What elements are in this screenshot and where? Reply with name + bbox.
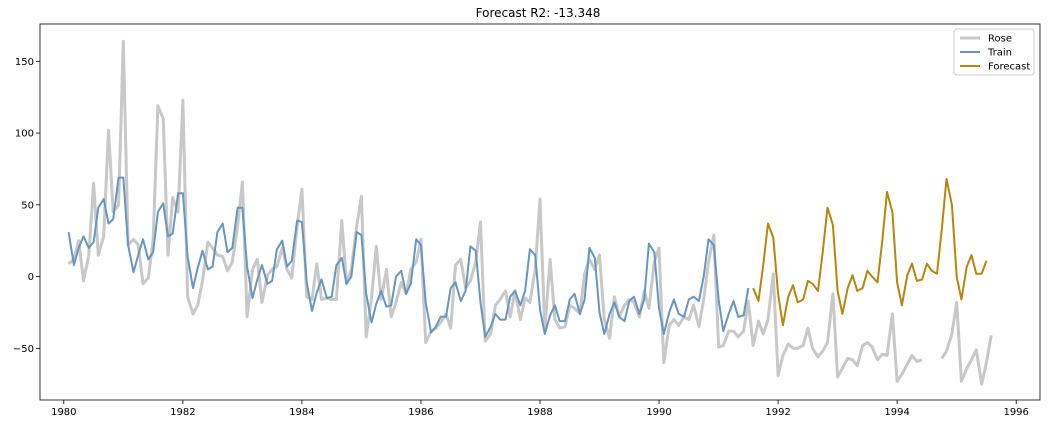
legend-label-rose: Rose [988, 34, 1012, 45]
series-line-train [67, 176, 750, 338]
series-line-forecast [752, 178, 988, 327]
legend-label-forecast: Forecast [988, 62, 1030, 73]
x-tick-label: 1980 [51, 407, 76, 418]
chart-title: Forecast R2: -13.348 [476, 6, 601, 20]
y-tick-label: 150 [15, 57, 34, 68]
x-tick-label: 1984 [289, 407, 314, 418]
x-tick-label: 1994 [884, 407, 909, 418]
x-tick-label: 1982 [170, 407, 195, 418]
x-tick-label: 1996 [1003, 407, 1028, 418]
y-tick-label: −50 [13, 344, 34, 355]
series-line-rose [67, 39, 993, 386]
y-tick-label: 50 [21, 200, 34, 211]
legend-label-train: Train [987, 48, 1012, 59]
legend: Rose Train Forecast [953, 28, 1035, 76]
legend-box [953, 28, 1035, 76]
x-tick-label: 1988 [527, 407, 552, 418]
x-tick-label: 1992 [765, 407, 790, 418]
x-tick-label: 1986 [408, 407, 433, 418]
axes-layer: 1980 1982 1984 1986 1988 1990 1992 1994 1996 −50 0… [13, 23, 1041, 418]
series-layer [67, 39, 993, 386]
y-tick-label: 0 [28, 272, 34, 283]
x-tick-label: 1990 [646, 407, 671, 418]
y-tick-label: 100 [15, 129, 34, 140]
